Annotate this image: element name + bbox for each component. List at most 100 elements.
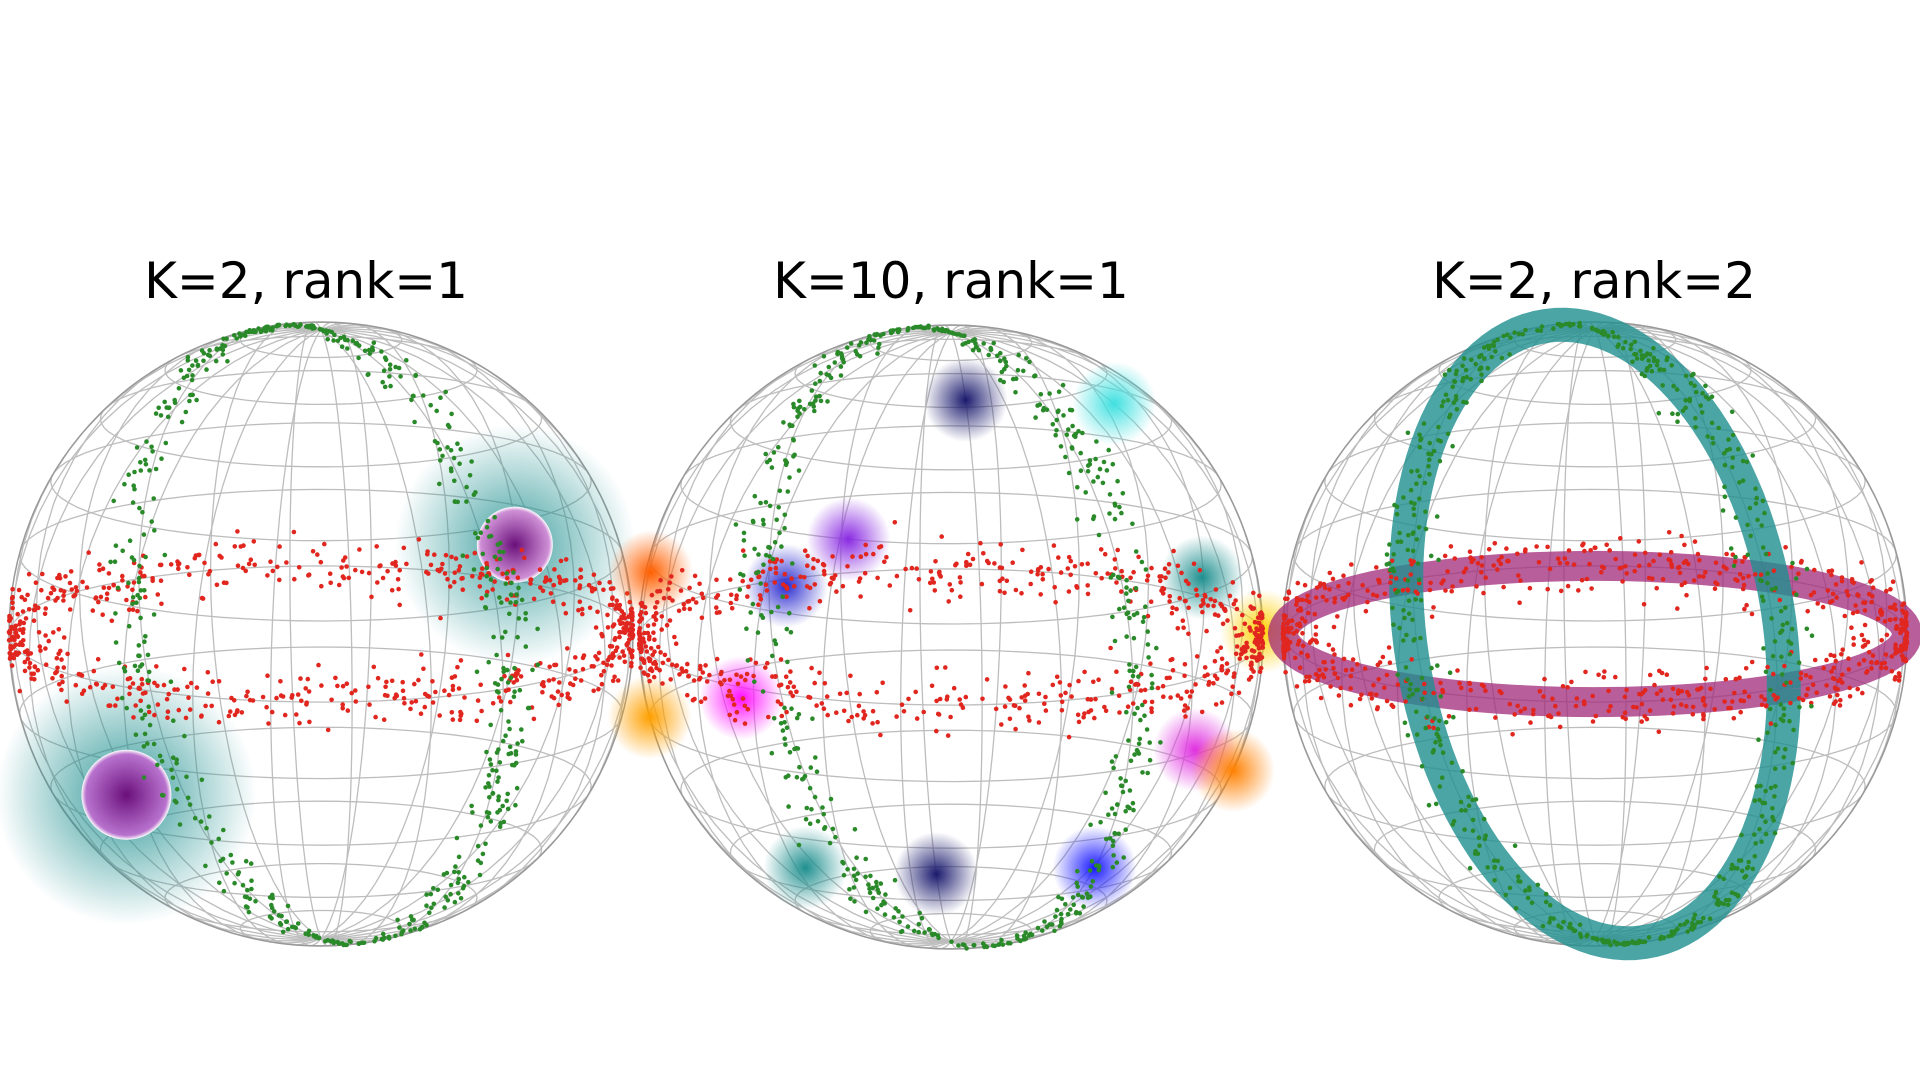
sample-point [809, 388, 815, 393]
sample-point [670, 598, 675, 603]
sample-point [1773, 585, 1778, 591]
sample-point [1260, 630, 1266, 636]
sample-point [1759, 813, 1765, 819]
sample-point [751, 673, 756, 679]
sample-point [508, 600, 513, 605]
sample-point [17, 627, 23, 632]
sample-point [1283, 639, 1288, 645]
sample-point [447, 584, 453, 589]
sample-point [1590, 693, 1595, 699]
sample-point [504, 597, 510, 602]
sample-point [557, 580, 563, 586]
sample-point [1098, 819, 1103, 825]
sample-point [1126, 684, 1132, 690]
sample-point [1616, 334, 1621, 340]
sample-point [475, 843, 481, 849]
sample-point [599, 681, 605, 687]
sample-point [35, 667, 41, 673]
sample-point [1765, 730, 1770, 735]
sample-point [122, 481, 127, 487]
sample-point [400, 688, 406, 694]
sample-point [448, 891, 453, 897]
sample-point [1553, 703, 1558, 709]
sample-point [169, 767, 174, 773]
sample-point [505, 680, 511, 685]
sample-point [1859, 632, 1865, 638]
sample-point [485, 518, 491, 524]
sample-point [479, 708, 484, 714]
sample-point [374, 544, 380, 549]
sample-point [284, 919, 289, 925]
sample-point [679, 666, 684, 671]
sample-point [1142, 687, 1148, 693]
sample-point [484, 565, 490, 571]
sample-point [1085, 895, 1091, 901]
sample-point [1786, 639, 1791, 644]
sample-point [649, 592, 655, 598]
sample-point [1675, 419, 1680, 425]
sample-point [1772, 794, 1777, 799]
sample-point [1174, 606, 1179, 612]
sample-point [1550, 696, 1555, 701]
sample-point [1025, 691, 1030, 697]
sample-point [345, 346, 350, 351]
sample-point [1040, 928, 1045, 933]
sample-point [445, 576, 450, 582]
sample-point [743, 677, 748, 683]
sample-point [1143, 567, 1149, 572]
sample-point [652, 637, 657, 642]
sample-point [157, 562, 163, 568]
sample-point [295, 921, 301, 926]
sample-point [202, 560, 207, 566]
sample-point [947, 582, 953, 587]
sample-point [1070, 423, 1075, 429]
sample-point [151, 612, 157, 617]
sample-point [528, 581, 533, 586]
sample-point [1815, 601, 1820, 606]
sample-point [1699, 410, 1705, 415]
sample-point [1215, 649, 1220, 654]
sample-point [1109, 690, 1115, 695]
sample-point [541, 680, 546, 685]
sample-point [1415, 591, 1420, 596]
sample-point [593, 625, 599, 630]
sample-point [1403, 699, 1408, 704]
sample-point [1280, 633, 1286, 638]
sample-point [659, 614, 665, 619]
sample-point [494, 652, 499, 658]
sample-point [622, 659, 628, 665]
sample-point [1225, 668, 1231, 674]
sample-point [733, 522, 739, 527]
sample-point [605, 612, 610, 618]
sample-point [795, 414, 800, 420]
sample-point [1564, 561, 1570, 566]
sample-point [13, 627, 18, 632]
sample-point [39, 587, 44, 593]
sample-point [787, 750, 793, 755]
sample-point [916, 929, 921, 935]
sample-point [1670, 686, 1676, 692]
sample-point [780, 594, 785, 599]
sample-point [1809, 633, 1815, 638]
sample-point [487, 757, 493, 762]
sample-point [874, 690, 880, 695]
sample-point [1294, 596, 1300, 601]
sample-point [1096, 677, 1101, 682]
sample-point [1079, 562, 1085, 567]
sample-point [1419, 764, 1425, 769]
sample-point [87, 684, 93, 690]
sample-point [667, 595, 672, 601]
sample-point [1400, 588, 1406, 593]
sample-point [1666, 530, 1672, 535]
sample-point [1350, 657, 1356, 662]
sample-point [892, 520, 898, 525]
sample-point [1449, 760, 1455, 766]
sample-point [147, 468, 152, 473]
sample-point [380, 575, 386, 581]
sample-point [638, 617, 643, 623]
sample-point [456, 891, 461, 896]
sample-point [1879, 665, 1884, 671]
sample-point [366, 684, 371, 690]
sample-point [1076, 678, 1081, 684]
sample-point [136, 575, 142, 581]
